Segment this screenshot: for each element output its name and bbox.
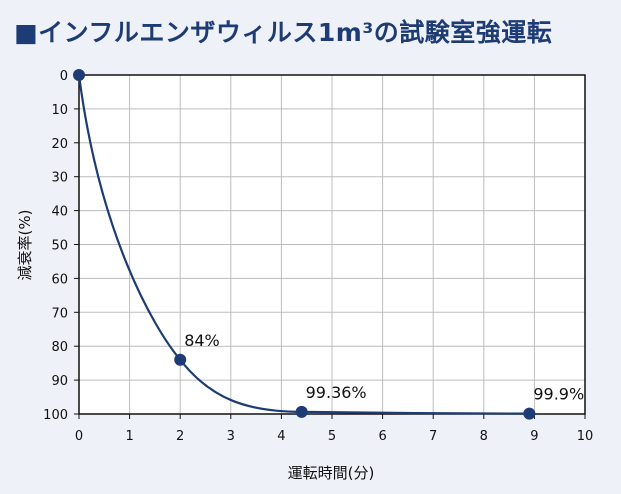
data-label: 99.9% bbox=[533, 385, 584, 404]
data-point bbox=[73, 69, 85, 81]
series-line bbox=[77, 74, 530, 415]
y-tick-label: 70 bbox=[51, 306, 68, 321]
data-point bbox=[295, 405, 308, 418]
data-point bbox=[174, 353, 187, 366]
y-axis-title: 減衰率(%) bbox=[16, 210, 34, 281]
y-tick-label: 0 bbox=[60, 69, 68, 84]
y-tick-label: 80 bbox=[51, 340, 68, 355]
x-tick-label: 1 bbox=[125, 429, 133, 444]
y-tick-label: 90 bbox=[51, 374, 68, 389]
y-tick-label: 100 bbox=[43, 408, 68, 423]
y-axis-ticks: 0 10 20 30 40 50 60 70 80 90 100 bbox=[43, 69, 79, 423]
x-tick-label: 10 bbox=[577, 429, 594, 444]
x-tick-label: 6 bbox=[378, 429, 386, 444]
y-tick-label: 40 bbox=[51, 205, 68, 220]
data-label: 84% bbox=[184, 331, 220, 350]
x-tick-label: 4 bbox=[277, 429, 285, 444]
x-axis-title: 運転時間(分) bbox=[288, 464, 375, 482]
y-tick-label: 60 bbox=[51, 272, 68, 287]
x-tick-label: 7 bbox=[429, 429, 437, 444]
data-labels: 84% 99.36% 99.9% bbox=[184, 331, 584, 404]
x-tick-label: 3 bbox=[227, 429, 235, 444]
x-tick-label: 9 bbox=[530, 429, 538, 444]
x-axis-ticks: 0 1 2 3 4 5 6 7 8 9 10 bbox=[75, 414, 593, 444]
series-path bbox=[77, 74, 530, 415]
y-tick-label: 30 bbox=[51, 171, 68, 186]
y-tick-label: 10 bbox=[51, 103, 68, 118]
data-points bbox=[73, 69, 536, 420]
data-point bbox=[523, 407, 536, 420]
y-tick-label: 50 bbox=[51, 239, 68, 254]
x-tick-label: 0 bbox=[75, 429, 83, 444]
chart-title: ■インフルエンザウィルス1m³の試験室強運転 bbox=[14, 18, 552, 47]
x-tick-label: 5 bbox=[328, 429, 336, 444]
y-tick-label: 20 bbox=[51, 137, 68, 152]
x-tick-label: 8 bbox=[480, 429, 488, 444]
data-label: 99.36% bbox=[306, 383, 367, 402]
x-tick-label: 2 bbox=[176, 429, 184, 444]
